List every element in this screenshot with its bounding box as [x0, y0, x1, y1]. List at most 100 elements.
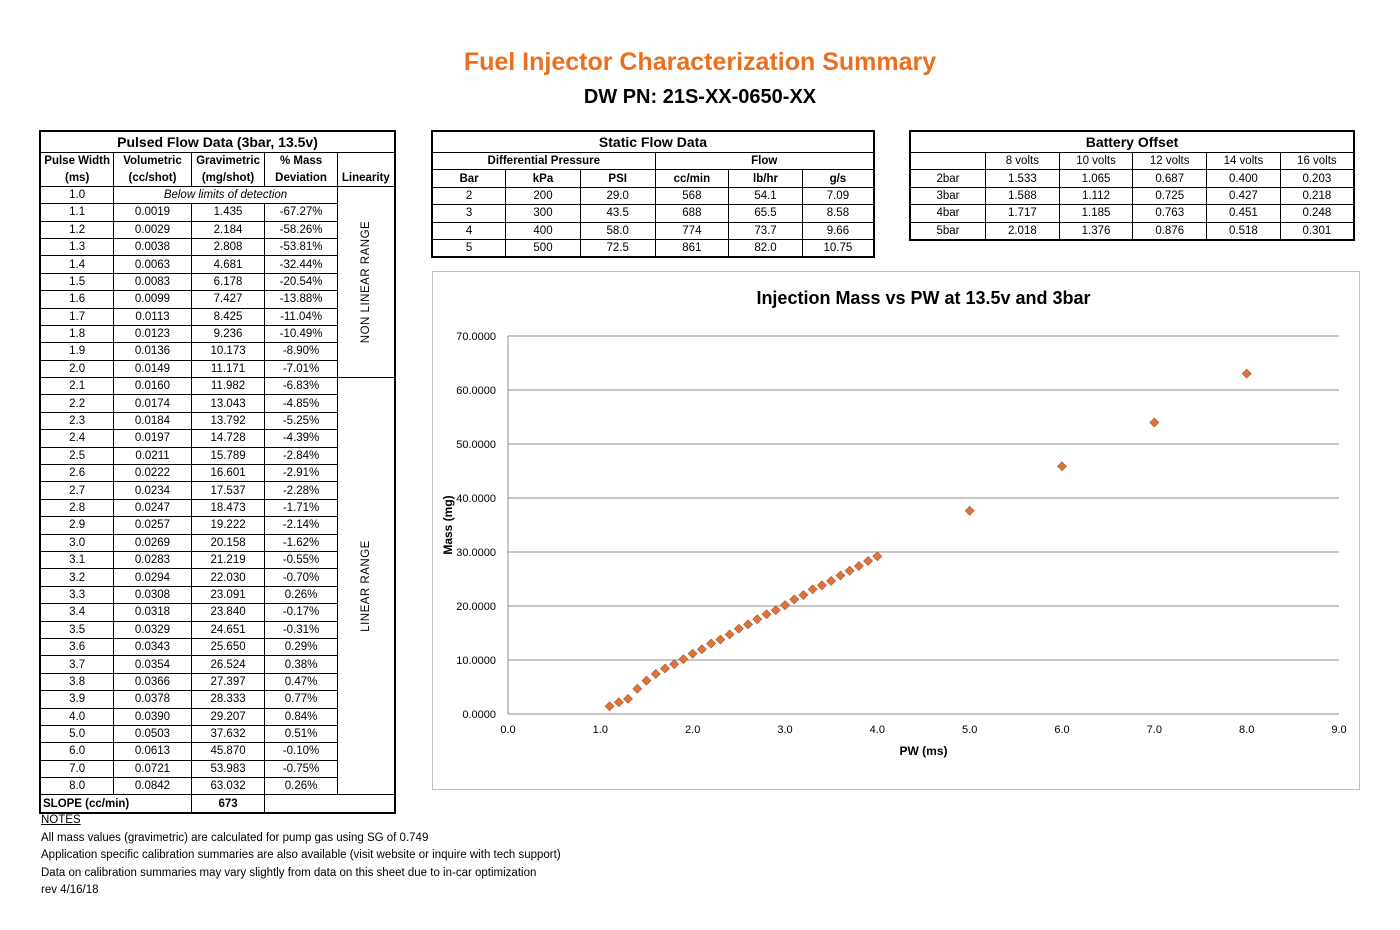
x-tick-label: 5.0 — [962, 724, 977, 736]
table-row: 3.9 0.0378 28.333 0.77% — [39, 690, 395, 709]
note-line: Application specific calibration summari… — [41, 849, 561, 861]
table-row: 4 400 58.0 774 73.7 9.66 — [431, 221, 875, 240]
data-point — [807, 584, 818, 595]
header-cc-shot: (cc/shot) — [113, 169, 192, 187]
deviation-cell: 0.84% — [264, 708, 338, 726]
pulse-width-cell: 2.9 — [39, 516, 115, 535]
kpa-cell: 200 — [505, 186, 581, 206]
deviation-cell: -6.83% — [264, 377, 338, 396]
pulse-width-cell: 3.1 — [39, 551, 115, 570]
psi-cell: 43.5 — [579, 204, 656, 223]
table-row: 2.1 0.0160 11.982 -6.83% LINEAR RANGE — [39, 377, 396, 796]
deviation-cell: -58.26% — [264, 221, 338, 239]
deviation-cell: 0.47% — [264, 673, 338, 692]
pulse-width-cell: 3.7 — [39, 655, 115, 674]
data-point — [660, 663, 670, 674]
cc-min-cell: 861 — [654, 238, 730, 258]
psi-cell: 72.5 — [579, 238, 656, 258]
table-row: 8.0 0.0842 63.032 0.26% — [39, 777, 395, 796]
data-point — [1149, 417, 1160, 428]
volumetric-cell: 0.0211 — [113, 447, 192, 466]
page-title: Fuel Injector Characterization Summary — [463, 48, 937, 76]
gravimetric-cell: 11.982 — [190, 377, 266, 396]
gravimetric-cell: 11.171 — [190, 360, 266, 379]
gravimetric-cell: 7.427 — [190, 290, 266, 309]
gravimetric-cell: 2.184 — [190, 221, 266, 239]
lb-hr-cell: 73.7 — [728, 221, 803, 240]
header-10-volts: 10 volts — [1058, 151, 1134, 171]
deviation-cell: -1.62% — [264, 534, 338, 552]
table-row: 3.6 0.0343 25.650 0.29% — [39, 638, 395, 657]
header-gravimetric: Gravimetric — [190, 152, 266, 170]
gravimetric-cell: 53.983 — [190, 760, 266, 779]
volumetric-cell: 0.0390 — [113, 708, 192, 726]
kpa-cell: 500 — [505, 238, 581, 258]
cc-min-cell: 774 — [654, 221, 730, 240]
deviation-cell: -0.17% — [264, 603, 338, 622]
volumetric-cell: 0.0038 — [113, 238, 192, 257]
volumetric-cell: 0.0842 — [113, 777, 192, 796]
g-s-cell: 10.75 — [801, 238, 875, 258]
offset-16v-cell: 0.248 — [1279, 204, 1355, 223]
y-tick-label: 60.0000 — [456, 385, 496, 397]
linear-range-label: LINEAR RANGE — [359, 540, 372, 633]
table-row: 4bar 1.717 1.185 0.763 0.451 0.248 — [909, 204, 1355, 223]
volumetric-cell: 0.0197 — [113, 429, 192, 448]
table-row: 3.2 0.0294 22.030 -0.70% — [39, 568, 395, 587]
pulse-width-cell: 1.7 — [39, 308, 115, 326]
pulse-width-cell: 1.0 — [39, 186, 115, 205]
offset-12v-cell: 0.763 — [1132, 204, 1208, 223]
pulse-width-cell: 5.0 — [39, 725, 115, 744]
table-row: 1.6 0.0099 7.427 -13.88% — [39, 290, 395, 309]
pulse-width-cell: 8.0 — [39, 777, 115, 796]
y-tick-label: 0.0000 — [462, 709, 496, 721]
pulse-width-cell: 1.9 — [39, 342, 115, 361]
data-point — [872, 551, 883, 562]
non-linear-range-label: NON LINEAR RANGE — [359, 220, 372, 344]
volumetric-cell: 0.0613 — [113, 742, 192, 761]
deviation-cell: -8.90% — [264, 342, 338, 361]
kpa-cell: 300 — [505, 204, 581, 223]
volumetric-cell: 0.0294 — [113, 568, 192, 587]
data-point — [1057, 461, 1067, 472]
data-point — [613, 697, 624, 708]
psi-cell: 29.0 — [579, 186, 656, 206]
table-row: 3.1 0.0283 21.219 -0.55% — [39, 551, 395, 570]
deviation-cell: -20.54% — [264, 273, 338, 292]
header-lb-hr: lb/hr — [728, 169, 803, 188]
volumetric-cell: 0.0063 — [113, 255, 192, 274]
pulsed-flow-title: Pulsed Flow Data (3bar, 13.5v) — [39, 131, 396, 153]
gravimetric-cell: 24.651 — [190, 621, 266, 639]
non-linear-range: NON LINEAR RANGE — [336, 186, 396, 379]
pressure-cell: 5bar — [909, 221, 987, 241]
header-ms: (ms) — [39, 169, 115, 187]
gravimetric-cell: 13.792 — [190, 412, 266, 431]
deviation-cell: -0.75% — [264, 760, 338, 779]
data-point — [817, 580, 827, 591]
injection-mass-chart: Injection Mass vs PW at 13.5v and 3bar 0.… — [432, 271, 1360, 790]
pulsed-flow-table: Pulsed Flow Data (3bar, 13.5v) Pulse Wid… — [39, 130, 396, 814]
header-differential-pressure: Differential Pressure — [431, 151, 656, 171]
pulse-width-cell: 2.1 — [39, 377, 115, 396]
y-axis-title: Mass (mg) — [441, 495, 455, 554]
deviation-cell: -0.31% — [264, 621, 338, 639]
gravimetric-cell: 15.789 — [190, 447, 266, 466]
deviation-cell: -10.49% — [264, 325, 338, 344]
x-tick-label: 1.0 — [593, 724, 608, 736]
gravimetric-cell: 27.397 — [190, 673, 266, 692]
y-tick-label: 20.0000 — [456, 601, 496, 613]
volumetric-cell: 0.0269 — [113, 534, 192, 552]
offset-8v-cell: 2.018 — [985, 221, 1060, 241]
offset-12v-cell: 0.876 — [1132, 221, 1208, 241]
static-flow-title: Static Flow Data — [431, 130, 875, 153]
gravimetric-cell: 22.030 — [190, 568, 266, 587]
gravimetric-cell: 63.032 — [190, 777, 266, 796]
gravimetric-cell: 19.222 — [190, 516, 266, 535]
volumetric-cell: 0.0257 — [113, 516, 192, 535]
note-line: All mass values (gravimetric) are calcul… — [41, 831, 429, 844]
data-point — [641, 675, 652, 686]
gravimetric-cell: 14.728 — [190, 429, 266, 448]
pulse-width-cell: 2.5 — [39, 447, 115, 466]
offset-16v-cell: 0.301 — [1279, 221, 1355, 241]
pulse-width-cell: 2.3 — [39, 412, 115, 431]
